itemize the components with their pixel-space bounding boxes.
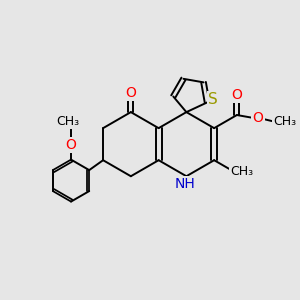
Text: O: O: [253, 111, 263, 125]
Text: O: O: [231, 88, 242, 102]
Text: O: O: [125, 85, 136, 100]
Text: NH: NH: [175, 177, 195, 191]
Text: CH₃: CH₃: [273, 115, 296, 128]
Text: S: S: [208, 92, 218, 107]
Text: CH₃: CH₃: [57, 115, 80, 128]
Text: O: O: [66, 138, 76, 152]
Text: CH₃: CH₃: [230, 165, 254, 178]
